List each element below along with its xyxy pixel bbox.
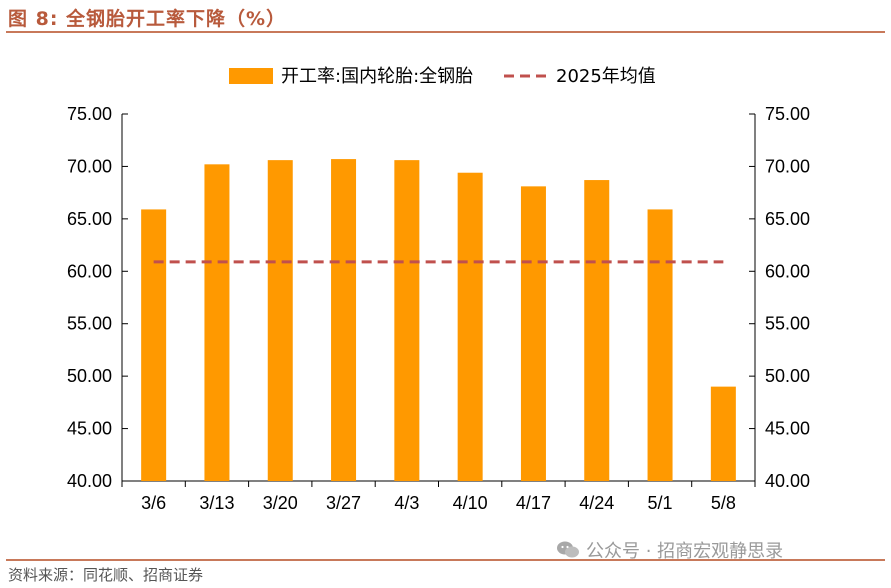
y-tick-label-right: 75.00 <box>765 104 810 124</box>
x-tick-label: 3/13 <box>199 493 234 513</box>
watermark: 公众号 · 招商宏观静思录 <box>556 537 783 563</box>
bar <box>267 160 293 481</box>
x-tick-label: 3/6 <box>141 493 166 513</box>
y-tick-label-left: 50.00 <box>67 366 112 386</box>
x-tick-label: 4/10 <box>453 493 488 513</box>
bar <box>141 209 167 482</box>
x-tick-label: 5/8 <box>711 493 736 513</box>
bar <box>647 209 673 482</box>
wechat-icon <box>557 541 579 558</box>
chart: 开工率:国内轮胎:全钢胎 2025年均值 40.00 40.00 45.00 45.0… <box>67 66 810 513</box>
y-tick-label-left: 60.00 <box>67 261 112 281</box>
y-tick-label-right: 65.00 <box>765 209 810 229</box>
y-tick-label-right: 40.00 <box>765 471 810 491</box>
legend: 开工率:国内轮胎:全钢胎 2025年均值 <box>229 66 656 87</box>
x-tick-label: 4/24 <box>579 493 614 513</box>
bottom-rule <box>6 559 885 561</box>
bar <box>457 172 483 481</box>
y-tick-label-right: 50.00 <box>765 366 810 386</box>
y-tick-label-left: 65.00 <box>67 209 112 229</box>
y-tick-label-left: 55.00 <box>67 314 112 334</box>
bar <box>584 180 610 481</box>
legend-label-bar: 开工率:国内轮胎:全钢胎 <box>281 66 473 87</box>
bar <box>710 386 736 481</box>
legend-label-line: 2025年均值 <box>556 66 656 87</box>
y-tick-label-right: 55.00 <box>765 314 810 334</box>
y-tick-label-right: 45.00 <box>765 419 810 439</box>
x-tick-label: 4/17 <box>516 493 551 513</box>
bar <box>331 159 357 482</box>
legend-swatch-bar <box>229 68 273 84</box>
bar <box>520 186 546 481</box>
top-rule <box>6 31 885 33</box>
x-tick-label: 3/27 <box>326 493 361 513</box>
figure-title: 图 8: 全钢胎开工率下降（%） <box>8 8 287 30</box>
x-tick-label: 3/20 <box>263 493 298 513</box>
y-tick-label-left: 40.00 <box>67 471 112 491</box>
y-tick-label-left: 75.00 <box>67 104 112 124</box>
y-tick-label-right: 70.00 <box>765 156 810 176</box>
bar <box>204 164 230 481</box>
y-tick-label-left: 45.00 <box>67 419 112 439</box>
watermark-text: 公众号 · 招商宏观静思录 <box>586 541 784 562</box>
y-tick-label-right: 60.00 <box>765 261 810 281</box>
bar-series <box>141 159 736 482</box>
x-tick-label: 5/1 <box>648 493 673 513</box>
tick-labels: 40.00 40.00 45.00 45.00 50.00 50.00 55.00 55.00… <box>67 104 810 513</box>
source-note: 资料来源：同花顺、招商证券 <box>8 566 204 584</box>
y-tick-label-left: 70.00 <box>67 156 112 176</box>
bar <box>394 160 420 481</box>
x-tick-label: 4/3 <box>394 493 419 513</box>
